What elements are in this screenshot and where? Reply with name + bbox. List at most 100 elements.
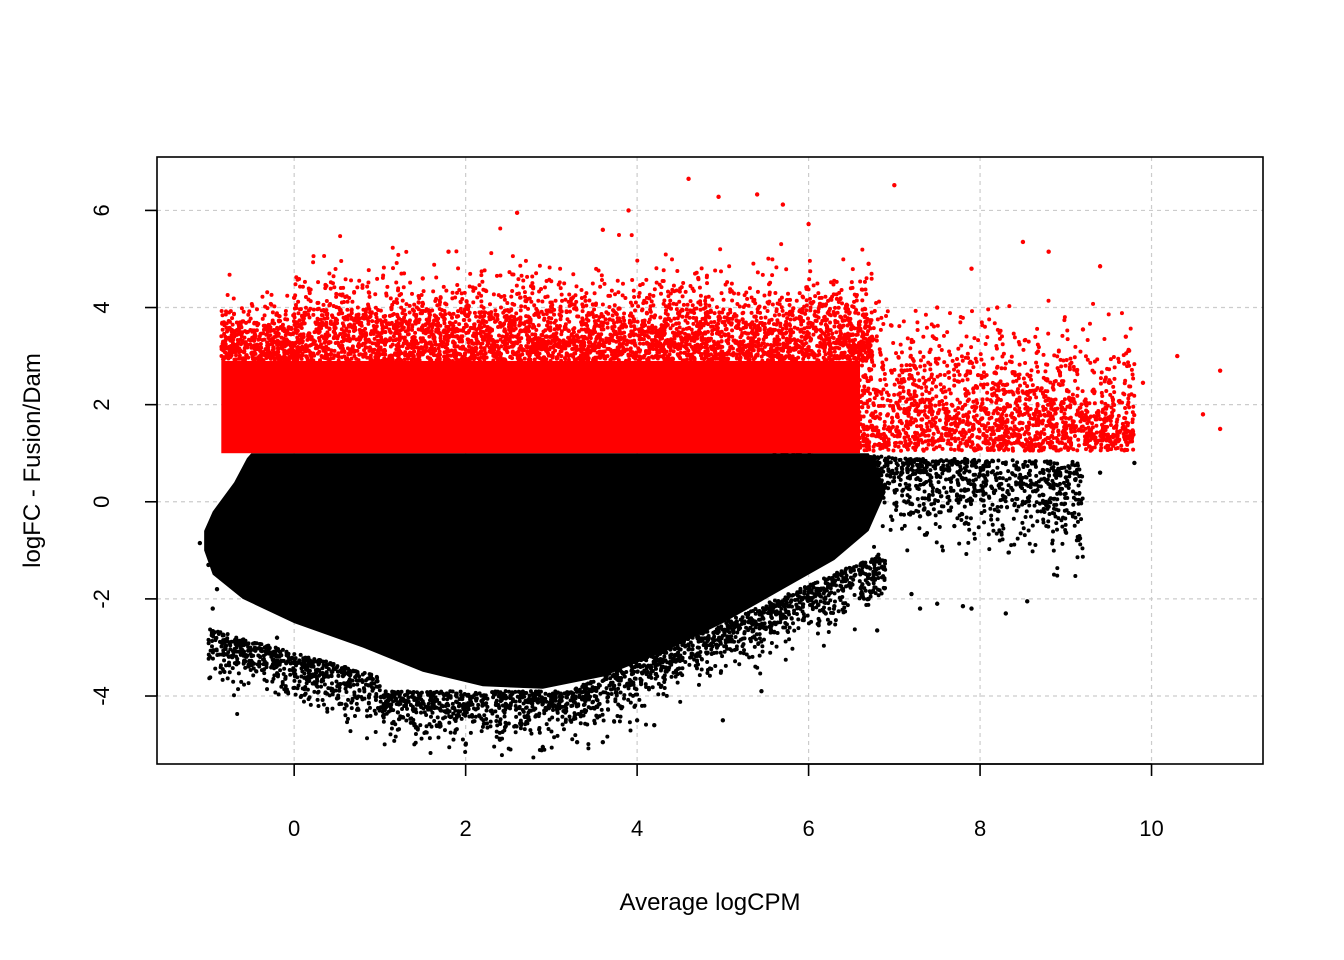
data-point bbox=[661, 659, 666, 664]
data-point bbox=[768, 611, 773, 616]
data-point bbox=[681, 281, 686, 286]
data-point bbox=[448, 695, 453, 700]
data-point bbox=[729, 648, 734, 653]
data-point bbox=[734, 644, 739, 649]
data-point bbox=[220, 667, 225, 672]
data-point bbox=[447, 720, 452, 725]
data-point bbox=[443, 715, 448, 720]
data-point bbox=[921, 507, 926, 512]
data-point bbox=[852, 504, 857, 509]
data-point bbox=[760, 644, 765, 649]
data-point bbox=[932, 501, 937, 506]
data-point bbox=[757, 653, 762, 658]
data-point bbox=[703, 629, 708, 634]
data-point bbox=[1055, 497, 1060, 502]
data-point bbox=[225, 636, 230, 641]
data-point bbox=[892, 475, 897, 480]
data-point bbox=[757, 636, 762, 641]
data-point bbox=[860, 591, 865, 596]
data-point bbox=[236, 687, 241, 692]
data-point bbox=[1003, 611, 1008, 616]
data-point bbox=[234, 654, 239, 659]
data-point bbox=[598, 691, 603, 696]
data-point bbox=[322, 682, 327, 687]
data-point bbox=[704, 646, 709, 651]
data-point bbox=[844, 492, 849, 497]
data-point bbox=[424, 713, 429, 718]
data-point bbox=[917, 477, 922, 482]
data-point bbox=[369, 681, 374, 686]
data-point bbox=[479, 729, 484, 734]
data-point bbox=[254, 307, 259, 312]
data-point bbox=[958, 473, 963, 478]
data-point bbox=[230, 666, 235, 671]
data-point bbox=[1073, 497, 1078, 502]
data-point bbox=[401, 285, 406, 290]
data-point bbox=[890, 518, 895, 523]
data-point bbox=[977, 472, 982, 477]
data-point bbox=[445, 697, 450, 702]
data-point bbox=[780, 603, 785, 608]
data-point bbox=[760, 649, 765, 654]
data-point bbox=[811, 585, 816, 590]
data-point bbox=[709, 652, 714, 657]
data-point bbox=[624, 669, 629, 674]
data-point bbox=[564, 310, 569, 315]
data-point bbox=[675, 269, 680, 274]
data-point bbox=[294, 306, 299, 311]
data-point bbox=[1021, 462, 1026, 467]
data-point bbox=[483, 310, 488, 315]
data-point bbox=[881, 469, 886, 474]
data-point bbox=[363, 682, 368, 687]
data-point bbox=[1047, 473, 1052, 478]
data-point bbox=[695, 636, 700, 641]
data-point bbox=[557, 694, 562, 699]
data-point bbox=[1055, 566, 1060, 571]
data-point bbox=[870, 589, 875, 594]
data-point bbox=[450, 705, 455, 710]
data-point bbox=[687, 662, 692, 667]
data-point bbox=[644, 664, 649, 669]
data-point bbox=[520, 708, 525, 713]
data-point bbox=[930, 489, 935, 494]
data-point bbox=[626, 697, 631, 702]
data-point bbox=[832, 599, 837, 604]
data-point bbox=[772, 620, 777, 625]
data-point bbox=[292, 668, 297, 673]
data-point bbox=[820, 505, 825, 510]
data-point bbox=[304, 663, 309, 668]
data-point bbox=[834, 330, 839, 335]
data-point bbox=[610, 313, 615, 318]
data-point bbox=[909, 591, 914, 597]
data-point bbox=[940, 544, 945, 549]
data-point bbox=[537, 730, 542, 735]
data-point bbox=[982, 520, 987, 525]
data-point bbox=[961, 494, 966, 499]
data-point bbox=[421, 701, 426, 706]
data-point bbox=[1063, 475, 1069, 480]
data-point bbox=[811, 493, 816, 498]
data-point bbox=[643, 722, 648, 727]
data-point bbox=[825, 585, 830, 590]
data-point bbox=[787, 455, 792, 460]
data-point bbox=[827, 462, 832, 467]
data-point bbox=[1077, 490, 1082, 495]
data-point bbox=[832, 603, 837, 609]
data-point bbox=[628, 728, 633, 733]
data-point bbox=[668, 647, 673, 652]
data-point bbox=[869, 276, 874, 281]
data-point bbox=[326, 686, 331, 691]
data-point bbox=[622, 693, 627, 698]
data-point bbox=[365, 714, 370, 719]
data-point bbox=[1032, 503, 1037, 508]
data-point bbox=[888, 527, 893, 532]
data-point bbox=[1064, 530, 1069, 535]
data-point bbox=[920, 496, 925, 501]
data-point bbox=[612, 719, 617, 724]
data-point bbox=[1051, 572, 1056, 577]
data-point bbox=[973, 493, 978, 498]
data-point bbox=[494, 734, 499, 739]
data-point bbox=[786, 629, 791, 634]
data-point bbox=[723, 663, 728, 668]
data-point bbox=[839, 579, 844, 584]
